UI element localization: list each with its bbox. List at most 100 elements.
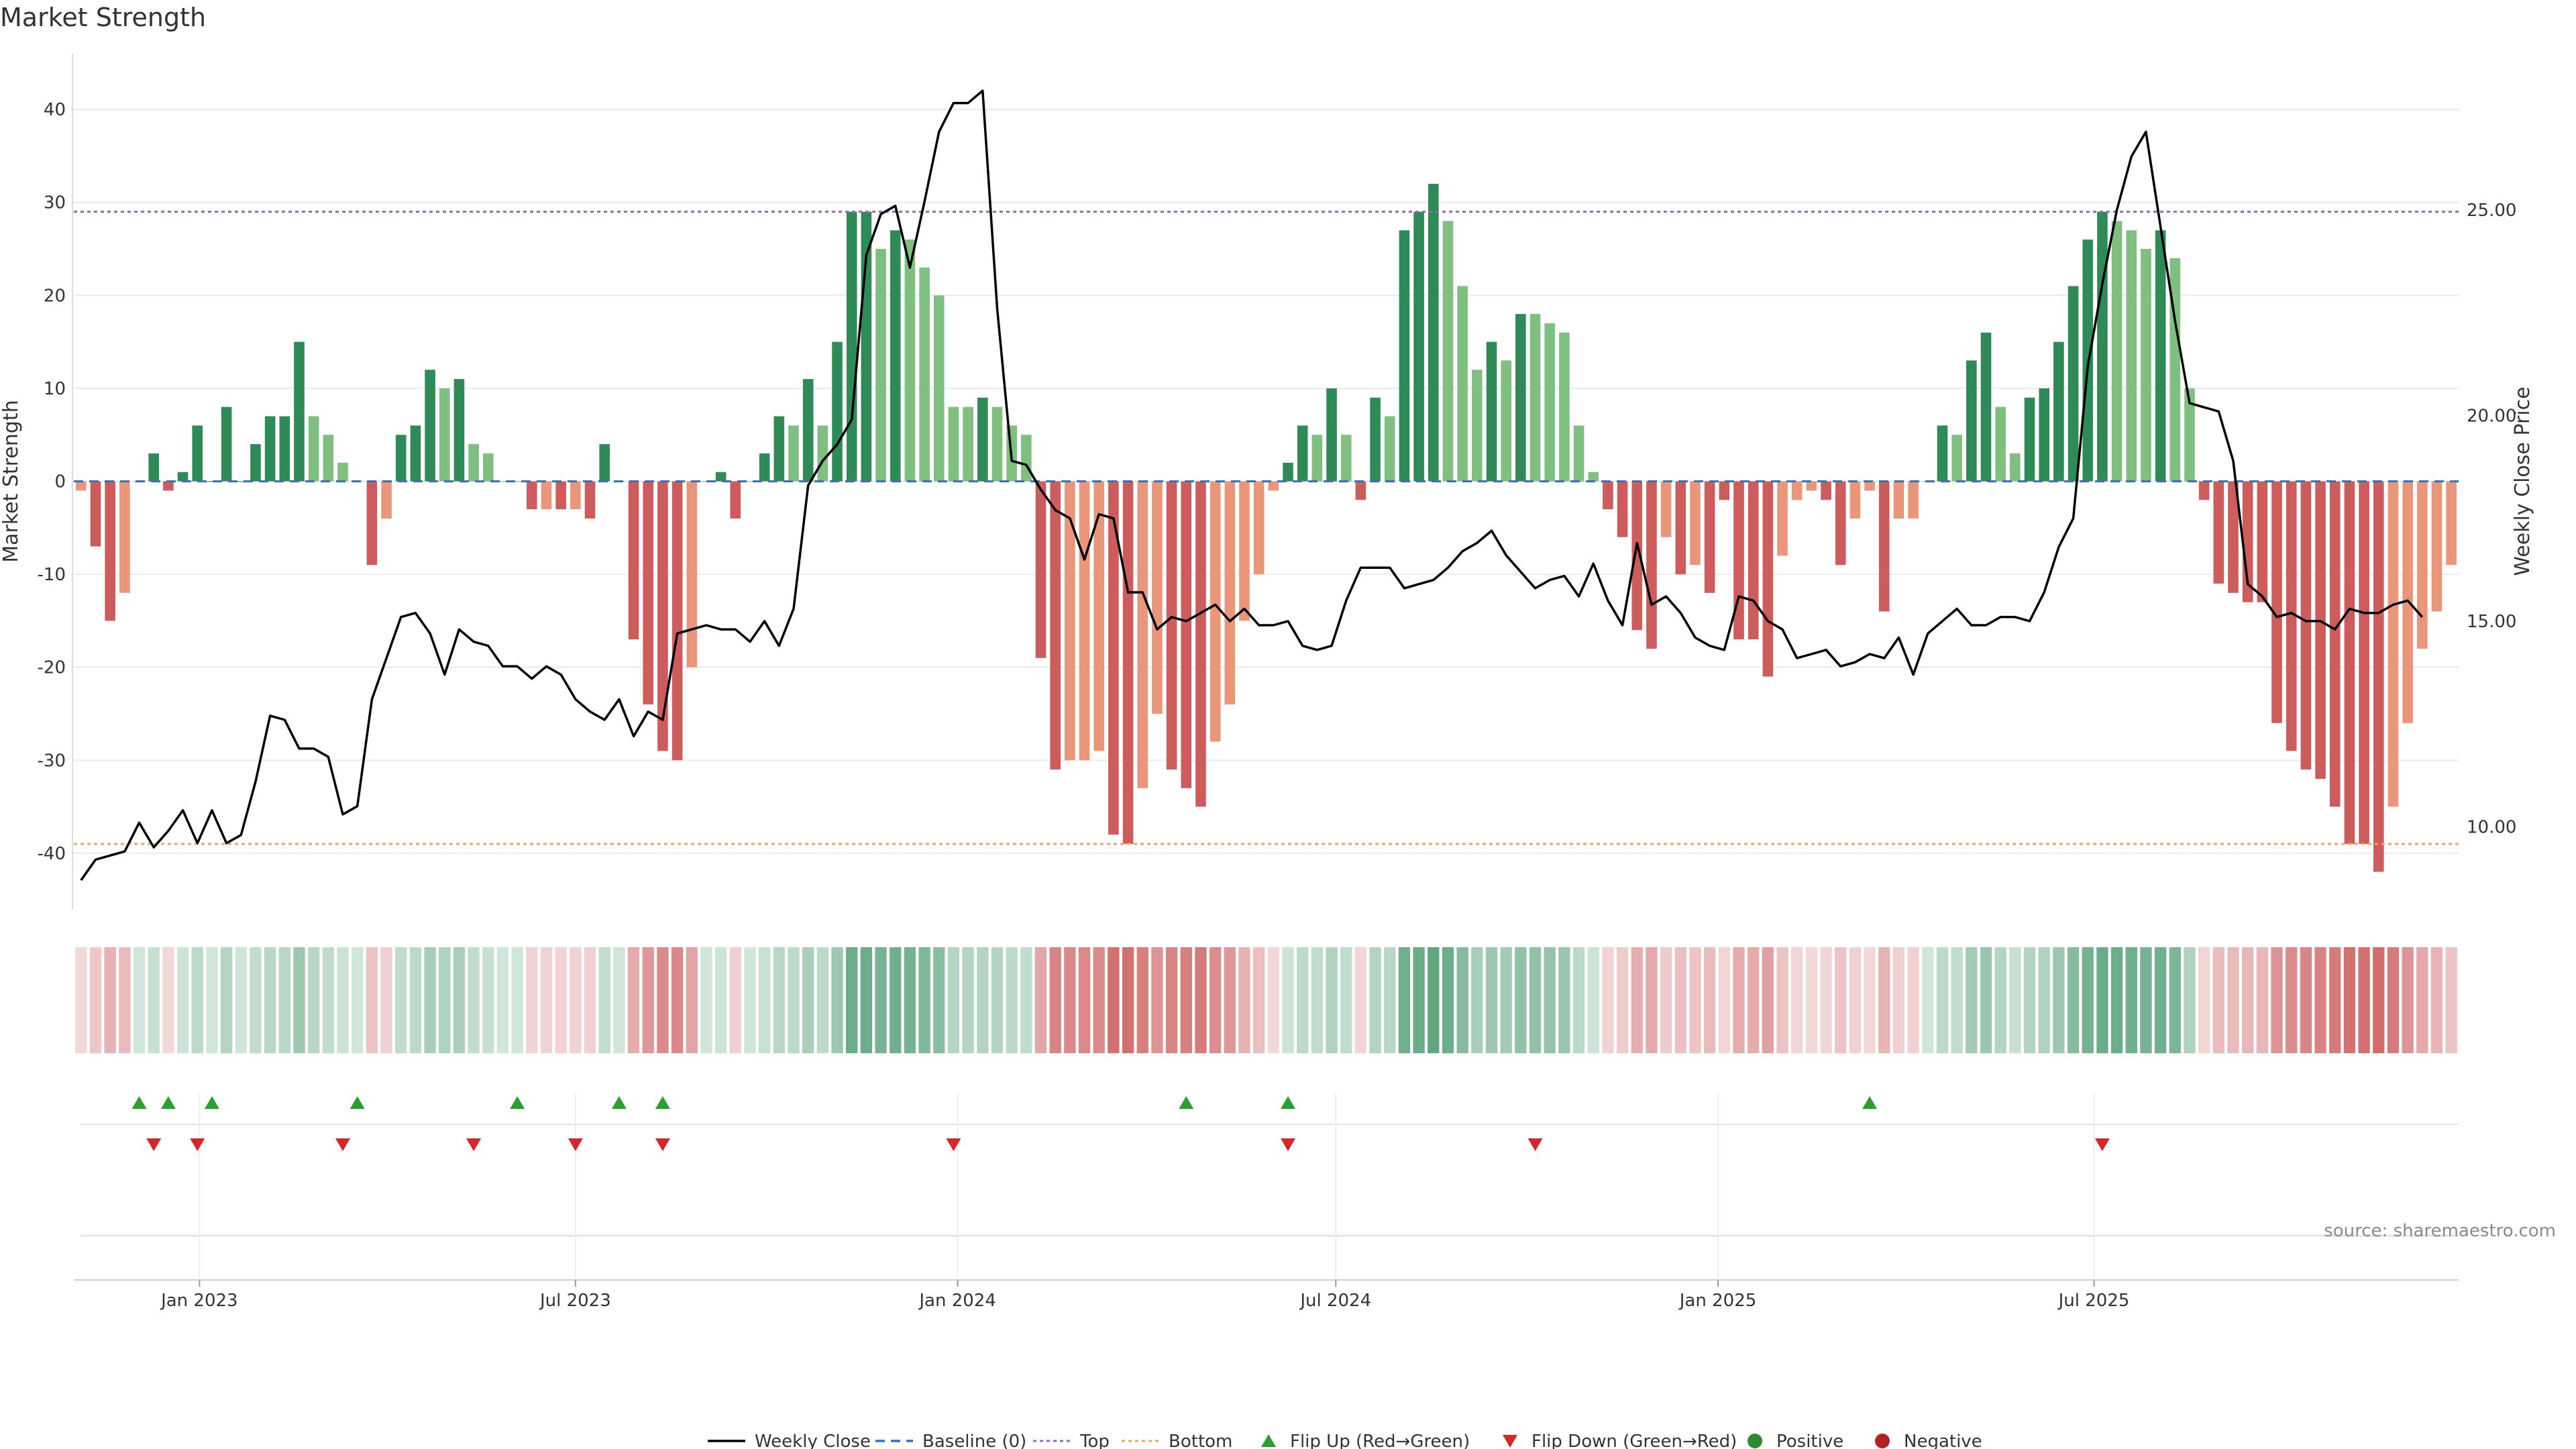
heat-cell — [1398, 947, 1411, 1053]
strength-bar — [221, 407, 232, 482]
heat-cell — [1544, 947, 1556, 1053]
heat-cell — [2387, 947, 2400, 1053]
heat-cell — [1980, 947, 1992, 1053]
heat-cell — [337, 947, 349, 1053]
heat-cell — [991, 947, 1004, 1053]
chart-title: Market Strength — [0, 3, 207, 32]
flip-markers — [74, 1093, 2459, 1287]
flip-down-marker — [2094, 1138, 2110, 1151]
heat-cell — [1748, 947, 1760, 1053]
strength-bar — [919, 267, 930, 482]
strength-bar — [1603, 481, 1613, 510]
heat-cell — [744, 947, 756, 1053]
x-tick-label: Jul 2024 — [1299, 1291, 1371, 1311]
strength-bar — [1690, 481, 1701, 566]
strength-bar — [2184, 388, 2195, 482]
strength-bar — [1035, 481, 1046, 658]
heat-cell — [1587, 947, 1599, 1053]
strength-bar — [1326, 388, 1337, 482]
strength-bar — [1181, 481, 1192, 788]
x-tick-label: Jul 2023 — [539, 1291, 611, 1311]
strength-bar — [1980, 332, 1992, 482]
heat-cell — [2198, 947, 2210, 1053]
strength-bar — [948, 407, 959, 482]
strength-bar — [1079, 481, 1090, 761]
heat-cell — [220, 947, 233, 1053]
heat-cell — [1776, 947, 1788, 1053]
strength-bar — [933, 295, 945, 482]
heat-cell — [584, 947, 596, 1053]
heat-cell — [1849, 947, 1862, 1053]
heat-cell — [627, 947, 640, 1053]
strength-bar — [308, 416, 319, 482]
weekly-close-series — [80, 89, 2424, 881]
heat-cell — [1034, 947, 1047, 1053]
strength-bar — [177, 472, 189, 482]
heat-cell — [1805, 947, 1818, 1053]
strength-bar — [1108, 481, 1119, 835]
legend-swatch-flip-down — [1503, 1435, 1517, 1448]
heat-cell — [526, 947, 538, 1053]
flip-up-marker — [1862, 1096, 1878, 1109]
heat-cell — [1892, 947, 1905, 1053]
heat-cell — [2169, 947, 2181, 1053]
flip-up-marker — [160, 1096, 176, 1109]
strength-bar — [2141, 249, 2151, 482]
heat-cell — [496, 947, 509, 1053]
flip-down-marker — [146, 1138, 162, 1151]
heat-cell — [1180, 947, 1192, 1053]
strength-bar — [2344, 481, 2355, 844]
heat-cell — [686, 947, 698, 1053]
heat-cell — [1703, 947, 1716, 1053]
strength-bar — [1748, 481, 1759, 640]
legend-label-negative: Negative — [1904, 1432, 1982, 1449]
heat-cell — [1515, 947, 1527, 1053]
heat-cell — [1195, 947, 1207, 1053]
strength-bar — [541, 481, 552, 510]
strength-bar — [2446, 481, 2457, 566]
heat-cell — [1558, 947, 1570, 1053]
strength-bar — [759, 453, 770, 482]
heat-cell — [1820, 947, 1832, 1053]
heat-cell — [1326, 947, 1338, 1053]
strength-bar — [875, 249, 886, 482]
strength-bar — [1486, 341, 1497, 482]
heat-cell — [2096, 947, 2108, 1053]
flip-down-marker — [335, 1138, 351, 1151]
strength-bar — [730, 481, 741, 519]
strength-bar — [991, 407, 1003, 482]
heat-cell — [802, 947, 814, 1053]
heat-cell — [133, 947, 146, 1053]
heat-cell — [2125, 947, 2137, 1053]
heat-cell — [947, 947, 960, 1053]
strength-bar — [599, 444, 610, 482]
y-tick-label-left: 40 — [44, 100, 66, 120]
flip-up-marker — [131, 1096, 147, 1109]
heat-cell — [671, 947, 684, 1053]
strength-bar — [1340, 435, 1352, 482]
strength-bar — [1762, 481, 1774, 677]
heat-cell — [1835, 947, 1847, 1053]
strength-bar — [425, 370, 435, 482]
heat-cell — [962, 947, 974, 1053]
strength-bar — [294, 341, 305, 482]
strength-bar — [337, 462, 348, 482]
strength-bar — [1239, 481, 1250, 621]
heat-cell — [1311, 947, 1324, 1053]
strength-bar — [1297, 425, 1308, 482]
strength-bar — [2228, 481, 2239, 593]
heat-cell — [1252, 947, 1265, 1053]
strength-bar — [366, 481, 378, 566]
heat-cell — [1529, 947, 1542, 1053]
grid-layer — [74, 109, 2459, 854]
heat-cell — [380, 947, 392, 1053]
strength-heat-strip — [75, 947, 2457, 1053]
heat-cell — [2038, 947, 2050, 1053]
strength-bar — [788, 425, 799, 482]
strength-bar — [1210, 481, 1221, 742]
heat-cell — [264, 947, 276, 1053]
strength-bar — [1428, 184, 1439, 482]
heat-cell — [1224, 947, 1236, 1053]
strength-bar — [846, 211, 857, 482]
